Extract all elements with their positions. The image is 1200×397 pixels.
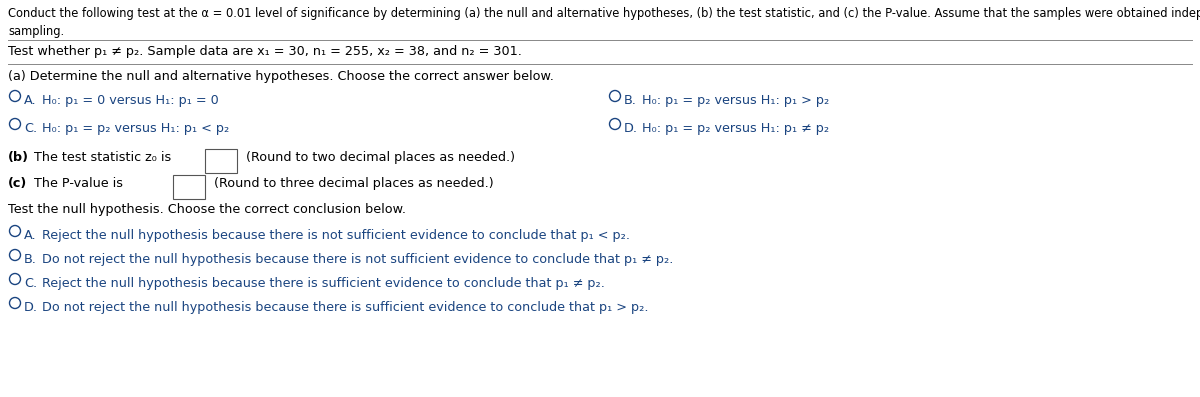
Text: Reject the null hypothesis because there is sufficient evidence to conclude that: Reject the null hypothesis because there… [34,277,605,290]
Text: (b): (b) [8,151,29,164]
Text: A.: A. [24,229,37,242]
Text: H₀: p₁ = p₂ versus H₁: p₁ < p₂: H₀: p₁ = p₂ versus H₁: p₁ < p₂ [34,122,229,135]
Text: B.: B. [624,94,637,107]
Text: (c): (c) [8,177,28,190]
Bar [173,175,205,199]
Text: Test the null hypothesis. Choose the correct conclusion below.: Test the null hypothesis. Choose the cor… [8,203,406,216]
Text: Test whether p₁ ≠ p₂. Sample data are x₁ = 30, n₁ = 255, x₂ = 38, and n₂ = 301.: Test whether p₁ ≠ p₂. Sample data are x₁… [8,45,522,58]
Text: C.: C. [24,277,37,290]
Text: The test statistic z₀ is: The test statistic z₀ is [30,151,172,164]
Text: (a) Determine the null and alternative hypotheses. Choose the correct answer bel: (a) Determine the null and alternative h… [8,70,554,83]
Text: A.: A. [24,94,37,107]
Text: B.: B. [24,253,37,266]
Text: (Round to three decimal places as needed.): (Round to three decimal places as needed… [210,177,493,190]
Text: H₀: p₁ = p₂ versus H₁: p₁ ≠ p₂: H₀: p₁ = p₂ versus H₁: p₁ ≠ p₂ [634,122,829,135]
Text: C.: C. [24,122,37,135]
Bar [205,149,236,173]
Text: Conduct the following test at the α = 0.01 level of significance by determining : Conduct the following test at the α = 0.… [8,7,1200,20]
Text: Reject the null hypothesis because there is not sufficient evidence to conclude : Reject the null hypothesis because there… [34,229,630,242]
Text: D.: D. [24,301,38,314]
Text: H₀: p₁ = p₂ versus H₁: p₁ > p₂: H₀: p₁ = p₂ versus H₁: p₁ > p₂ [634,94,829,107]
Text: Do not reject the null hypothesis because there is sufficient evidence to conclu: Do not reject the null hypothesis becaus… [34,301,648,314]
Text: The P-value is: The P-value is [30,177,124,190]
Text: sampling.: sampling. [8,25,64,38]
Text: D.: D. [624,122,638,135]
Text: (Round to two decimal places as needed.): (Round to two decimal places as needed.) [242,151,515,164]
Text: Do not reject the null hypothesis because there is not sufficient evidence to co: Do not reject the null hypothesis becaus… [34,253,673,266]
Text: H₀: p₁ = 0 versus H₁: p₁ = 0: H₀: p₁ = 0 versus H₁: p₁ = 0 [34,94,218,107]
